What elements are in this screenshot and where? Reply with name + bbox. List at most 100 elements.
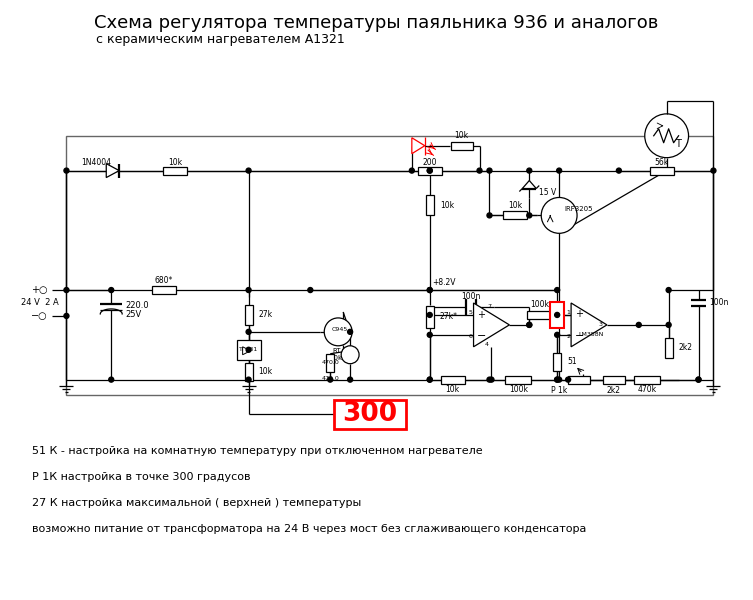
Text: 470.0: 470.0 <box>322 376 339 381</box>
Bar <box>568 376 590 383</box>
Text: 4: 4 <box>484 342 489 347</box>
Text: с керамическим нагревателем А1321: с керамическим нагревателем А1321 <box>96 33 345 46</box>
Text: 10k: 10k <box>440 201 454 210</box>
Text: 10k: 10k <box>446 385 460 394</box>
Circle shape <box>555 313 559 317</box>
Text: IRF3205: IRF3205 <box>564 206 593 212</box>
Polygon shape <box>242 347 251 355</box>
Circle shape <box>527 213 532 218</box>
Polygon shape <box>106 164 119 178</box>
Bar <box>245 363 252 380</box>
Bar <box>527 311 551 319</box>
Text: 220.0: 220.0 <box>125 301 149 310</box>
Circle shape <box>427 168 432 173</box>
Bar <box>504 211 527 220</box>
Text: 100n: 100n <box>461 292 480 301</box>
Circle shape <box>566 377 571 382</box>
Text: 3: 3 <box>599 322 603 328</box>
Bar <box>603 376 625 383</box>
Bar <box>418 167 442 175</box>
Circle shape <box>64 313 69 319</box>
Text: возможно питание от трансформатора на 24 В через мост без сглаживающего конденса: возможно питание от трансформатора на 24… <box>32 524 586 534</box>
Circle shape <box>64 168 69 173</box>
Circle shape <box>666 322 671 328</box>
Polygon shape <box>571 303 607 347</box>
Circle shape <box>555 332 559 337</box>
Bar <box>425 306 434 328</box>
Circle shape <box>341 346 359 364</box>
Bar <box>163 167 187 175</box>
Text: 27k*: 27k* <box>440 313 458 322</box>
FancyBboxPatch shape <box>334 400 406 430</box>
Bar <box>550 302 564 328</box>
Circle shape <box>556 168 562 173</box>
Text: 56k: 56k <box>654 158 669 167</box>
Circle shape <box>246 347 251 352</box>
Circle shape <box>636 322 642 328</box>
Circle shape <box>487 168 492 173</box>
Circle shape <box>427 332 432 337</box>
Circle shape <box>246 329 251 334</box>
Bar <box>236 340 261 360</box>
Bar <box>650 167 674 175</box>
Bar <box>505 376 532 383</box>
Text: 7: 7 <box>487 304 492 310</box>
Text: 51k*: 51k* <box>549 312 566 318</box>
Text: 100k: 100k <box>509 385 528 394</box>
Polygon shape <box>474 303 509 347</box>
Circle shape <box>325 318 352 346</box>
Bar <box>634 376 660 383</box>
Text: 6: 6 <box>468 334 472 340</box>
Circle shape <box>555 377 559 382</box>
Text: 2k2: 2k2 <box>607 386 621 395</box>
Text: 10k: 10k <box>330 355 343 361</box>
Text: 5: 5 <box>468 310 472 316</box>
Text: RT: RT <box>332 348 340 354</box>
Circle shape <box>410 168 414 173</box>
Bar <box>326 354 334 371</box>
Circle shape <box>527 322 532 328</box>
Text: P 1k: P 1k <box>551 386 567 395</box>
Text: 10k: 10k <box>508 201 523 210</box>
Circle shape <box>556 377 562 382</box>
Text: 470.0: 470.0 <box>322 360 339 365</box>
Text: 680*: 680* <box>155 275 173 284</box>
Circle shape <box>477 168 482 173</box>
Circle shape <box>527 168 532 173</box>
Circle shape <box>427 287 432 293</box>
Text: 1: 1 <box>566 310 570 316</box>
Bar <box>553 353 561 371</box>
Circle shape <box>645 114 688 158</box>
Text: +8.2V: +8.2V <box>431 278 456 287</box>
Text: −: − <box>477 331 486 341</box>
Text: −○: −○ <box>32 311 48 321</box>
Bar <box>152 286 176 294</box>
Circle shape <box>328 377 333 382</box>
Bar <box>441 376 465 383</box>
Text: 470k: 470k <box>637 385 657 394</box>
Bar <box>665 338 672 358</box>
Text: 27k: 27k <box>258 310 273 319</box>
Text: 100n: 100n <box>709 298 729 307</box>
Circle shape <box>427 168 432 173</box>
Circle shape <box>246 287 251 293</box>
Circle shape <box>527 322 532 328</box>
Circle shape <box>555 377 559 382</box>
Text: +○: +○ <box>32 285 48 295</box>
Circle shape <box>617 168 621 173</box>
Circle shape <box>541 197 577 233</box>
Text: 1N4004: 1N4004 <box>81 158 111 167</box>
Polygon shape <box>412 138 425 154</box>
Text: Схема регулятора температуры паяльника 936 и аналогов: Схема регулятора температуры паяльника 9… <box>94 14 658 32</box>
Text: 10k: 10k <box>258 367 273 376</box>
Circle shape <box>427 313 432 317</box>
Text: Р 1К настройка в точке 300 градусов: Р 1К настройка в точке 300 градусов <box>32 472 250 482</box>
Text: 10k: 10k <box>168 158 182 167</box>
Circle shape <box>427 377 432 382</box>
Circle shape <box>666 287 671 293</box>
Circle shape <box>696 377 701 382</box>
Circle shape <box>246 377 251 382</box>
Text: 51: 51 <box>567 357 577 366</box>
Circle shape <box>487 213 492 218</box>
Circle shape <box>711 168 716 173</box>
